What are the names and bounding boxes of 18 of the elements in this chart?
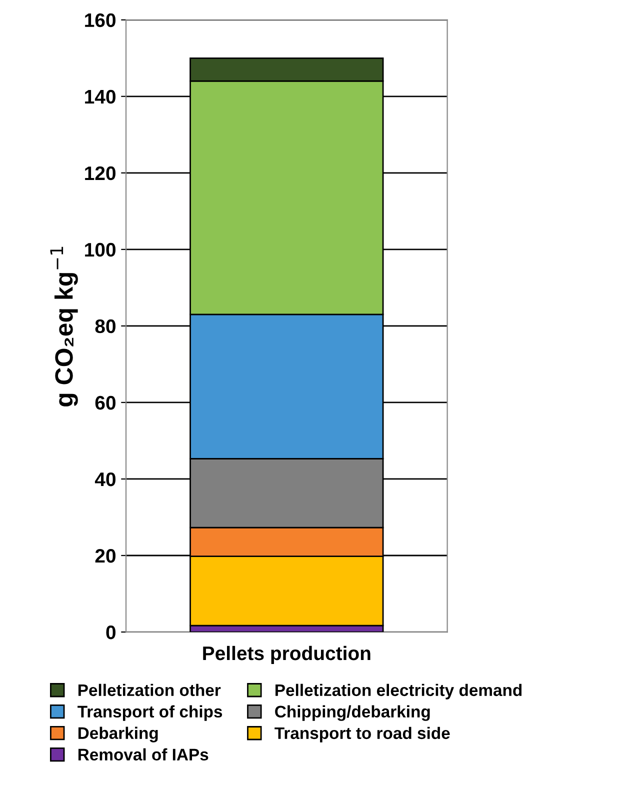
legend-label: Debarking	[78, 726, 158, 742]
y-tick-label: 60	[95, 396, 116, 410]
legend-label: Removal of IAPs	[78, 748, 208, 761]
y-tick-label: 20	[95, 548, 116, 563]
legend-label: Transport of chips	[78, 705, 222, 721]
x-tick-label: Pellets production	[203, 646, 370, 664]
legend-label: Pelletization other	[78, 684, 221, 696]
legend-label: Chipping/debarking	[275, 705, 430, 721]
legend-label: Pelletization electricity demand	[276, 684, 522, 700]
y-tick-label: 80	[95, 319, 116, 334]
y-tick-label: 40	[94, 472, 116, 486]
y-tick-label: 100	[85, 242, 116, 257]
y-axis-title: g CO₂eq kg$^{−1}$	[50, 246, 78, 406]
legend-label: Transport to road side	[274, 726, 450, 742]
y-tick-label: 0	[106, 625, 116, 640]
y-tick-label: 160	[85, 13, 116, 28]
y-tick-label: 120	[85, 166, 116, 180]
y-tick-label: 140	[85, 90, 116, 104]
